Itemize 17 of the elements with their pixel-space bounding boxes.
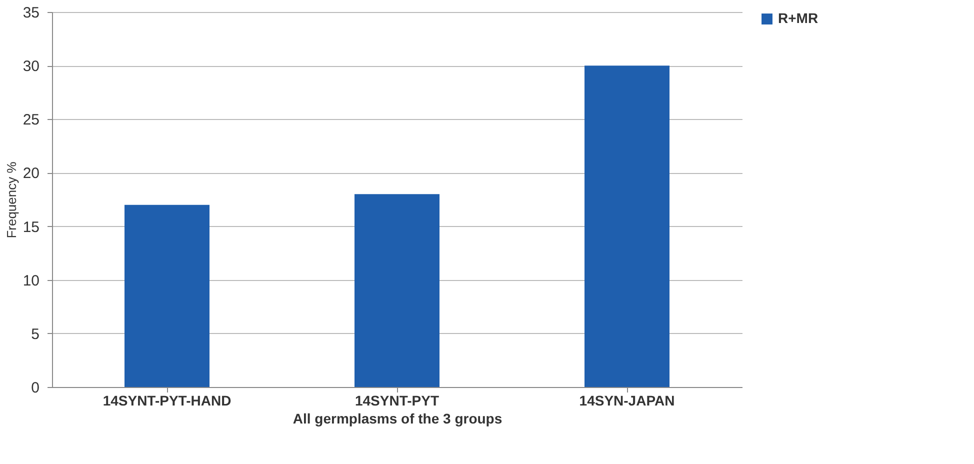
y-tick-label: 25 [22, 112, 40, 129]
y-tick-label: 10 [22, 272, 40, 290]
y-tick-label: 20 [22, 165, 40, 182]
y-tick-label: 5 [31, 326, 40, 343]
y-tick-label: 15 [22, 218, 40, 236]
legend-label: R+MR [778, 10, 818, 26]
bar [354, 194, 440, 387]
y-tick-label: 35 [22, 4, 40, 22]
y-axis-title: Frequency % [4, 161, 19, 238]
y-tick-label: 30 [22, 58, 40, 76]
x-tick-label: 14SYN-JAPAN [579, 392, 675, 408]
x-tick-label: 14SYNT-PYT-HAND [102, 392, 232, 408]
y-tick-label: 0 [31, 380, 40, 396]
x-tick-label: 14SYNT-PYT [354, 392, 440, 408]
bar [584, 66, 670, 387]
x-axis-title: All germplasms of the 3 groups [292, 410, 502, 426]
bar [124, 204, 210, 387]
